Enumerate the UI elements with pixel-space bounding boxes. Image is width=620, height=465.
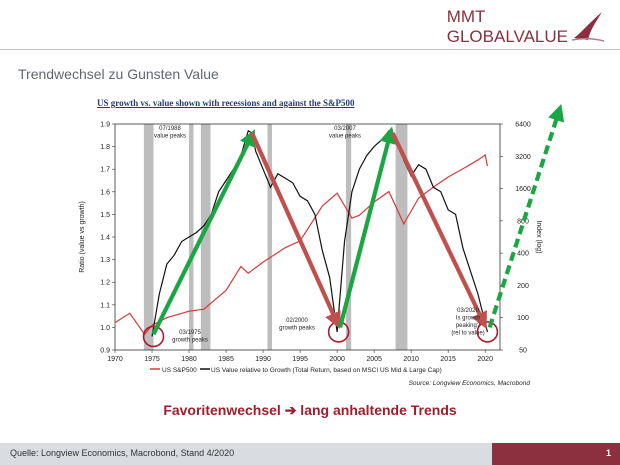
y-left-tick-label: 1.2 bbox=[100, 280, 110, 287]
legend-label-value-growth: US Value relative to Growth (Total Retur… bbox=[211, 367, 442, 374]
footer-accent: 1 bbox=[492, 443, 620, 465]
footer-source: Quelle: Longview Economics, Macrobond, S… bbox=[10, 448, 235, 458]
green-trend-arrow bbox=[338, 126, 397, 328]
y-right-tick-label: 400 bbox=[517, 251, 529, 258]
x-tick-label: 1975 bbox=[144, 356, 160, 363]
slide-title: Trendwechsel zu Gunsten Value bbox=[18, 66, 219, 82]
x-tick-label: 1985 bbox=[218, 356, 234, 363]
annotation-text: 07/1988 bbox=[159, 126, 181, 132]
y-right-axis-label: Index (log) bbox=[535, 220, 542, 253]
recession-bar bbox=[346, 124, 352, 350]
y-left-tick-label: 1.0 bbox=[100, 325, 110, 332]
y-left-tick-label: 1.7 bbox=[100, 167, 110, 174]
annotation-text: (rel to value) bbox=[451, 331, 484, 337]
x-tick-label: 2010 bbox=[403, 356, 419, 363]
y-left-tick-label: 1.5 bbox=[100, 212, 110, 219]
recession-bar bbox=[267, 124, 272, 350]
annotation-text: growth peaks bbox=[172, 338, 208, 344]
y-right-tick-label: 6400 bbox=[515, 122, 531, 129]
y-left-axis-label: Ratio (value vs growth) bbox=[79, 201, 86, 273]
x-tick-label: 1970 bbox=[107, 356, 123, 363]
annotation-text: growth peaks bbox=[279, 326, 315, 332]
footer-bar: Quelle: Longview Economics, Macrobond, S… bbox=[0, 443, 620, 465]
brand-line-1: MMT bbox=[446, 7, 486, 26]
annotation-text: 02/2000 bbox=[286, 318, 308, 324]
x-tick-label: 2020 bbox=[477, 356, 493, 363]
x-tick-label: 1990 bbox=[255, 356, 271, 363]
green-trend-arrow bbox=[151, 129, 256, 336]
x-tick-label: 2005 bbox=[366, 356, 382, 363]
y-left-tick-label: 1.8 bbox=[100, 144, 110, 151]
green-dashed-trend-arrow bbox=[487, 104, 565, 329]
chart-title: US growth vs. value shown with recession… bbox=[97, 98, 355, 108]
annotation-text: Is growth bbox=[456, 316, 480, 322]
red-trend-arrow bbox=[390, 132, 487, 329]
recession-bar bbox=[143, 124, 154, 350]
legend-label-sp500: US S&P500 bbox=[162, 367, 197, 374]
red-trend-arrow bbox=[250, 132, 341, 330]
brand-wordmark: MMT GLOBALVALUE bbox=[447, 7, 568, 47]
x-tick-label: 1980 bbox=[181, 356, 197, 363]
y-left-tick-label: 1.1 bbox=[100, 302, 110, 309]
y-right-tick-label: 200 bbox=[517, 283, 529, 290]
series-sp500-line bbox=[114, 153, 489, 336]
turning-point-circle bbox=[476, 321, 499, 343]
brand-line-2: GLOBALVALUE bbox=[446, 27, 568, 46]
y-left-tick-label: 1.9 bbox=[100, 122, 110, 129]
y-right-tick-label: 50 bbox=[519, 348, 527, 355]
annotation-text: 03/2020 bbox=[457, 308, 479, 314]
recession-bar bbox=[200, 124, 211, 350]
y-right-tick-label: 1600 bbox=[515, 186, 531, 193]
y-right-tick-label: 100 bbox=[517, 315, 529, 322]
annotation-text: value peaks bbox=[154, 134, 186, 140]
y-left-tick-label: 1.6 bbox=[100, 189, 110, 196]
chart-source: Source: Longview Economics, Macrobond bbox=[409, 380, 531, 387]
recession-bar bbox=[395, 124, 408, 350]
x-tick-label: 1995 bbox=[292, 356, 308, 363]
annotation-text: 03/1975 bbox=[179, 330, 201, 336]
headline: Favoritenwechsel ➔ lang anhaltende Trend… bbox=[163, 402, 457, 418]
page-number: 1 bbox=[605, 448, 611, 458]
recession-bar bbox=[189, 124, 194, 350]
annotation-text: 03/2007 bbox=[334, 126, 356, 132]
x-tick-label: 2015 bbox=[440, 356, 456, 363]
header-divider bbox=[0, 49, 620, 50]
y-left-tick-label: 0.9 bbox=[100, 348, 110, 355]
y-left-tick-label: 1.3 bbox=[100, 257, 110, 264]
annotation-text: value peaks bbox=[329, 134, 361, 140]
x-tick-label: 2000 bbox=[329, 356, 345, 363]
turning-point-circle bbox=[142, 325, 165, 348]
annotation-text: peaking? bbox=[456, 323, 481, 329]
y-right-tick-label: 3200 bbox=[515, 154, 531, 161]
y-left-tick-label: 1.4 bbox=[100, 235, 110, 242]
brand-sail-logo bbox=[571, 12, 605, 42]
y-right-tick-label: 800 bbox=[517, 218, 529, 225]
